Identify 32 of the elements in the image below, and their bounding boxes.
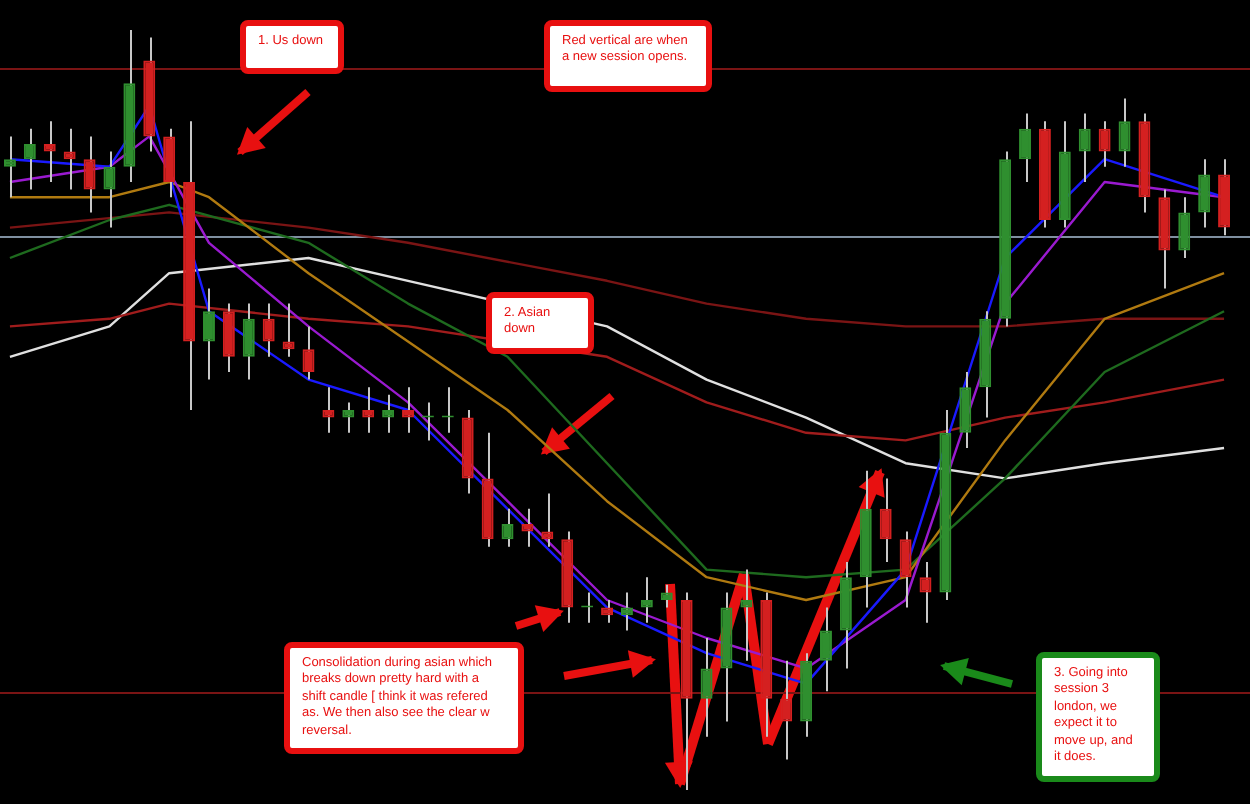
candlestick — [820, 606, 832, 693]
candlestick — [402, 386, 414, 434]
candlestick — [203, 287, 215, 381]
candlestick — [780, 659, 793, 761]
candlestick — [222, 302, 235, 373]
candlestick — [262, 302, 275, 358]
candlestick — [342, 401, 355, 434]
candlestick — [879, 477, 892, 563]
candlestick — [899, 530, 912, 609]
candlestick — [83, 135, 96, 214]
candlestick — [3, 135, 16, 199]
candlestick — [959, 371, 972, 449]
candlestick — [1198, 158, 1211, 229]
candlestick — [660, 583, 673, 609]
candlestick — [23, 127, 36, 191]
candlestick — [1118, 97, 1131, 168]
candlestick — [43, 120, 56, 183]
candlestick — [362, 386, 375, 434]
candlestick — [1098, 120, 1111, 168]
candlestick — [103, 150, 116, 229]
candlestick — [242, 302, 255, 381]
candlestick — [1178, 196, 1191, 259]
candlestick — [1078, 112, 1091, 183]
candlestick — [1019, 112, 1031, 183]
candlestick — [521, 507, 534, 548]
candlestick — [382, 393, 395, 434]
candlestick — [322, 386, 335, 434]
candlestick — [640, 576, 653, 624]
candlestick — [501, 507, 514, 548]
candlestick — [163, 127, 176, 199]
candlestick — [740, 568, 753, 662]
candlestick — [700, 637, 713, 738]
